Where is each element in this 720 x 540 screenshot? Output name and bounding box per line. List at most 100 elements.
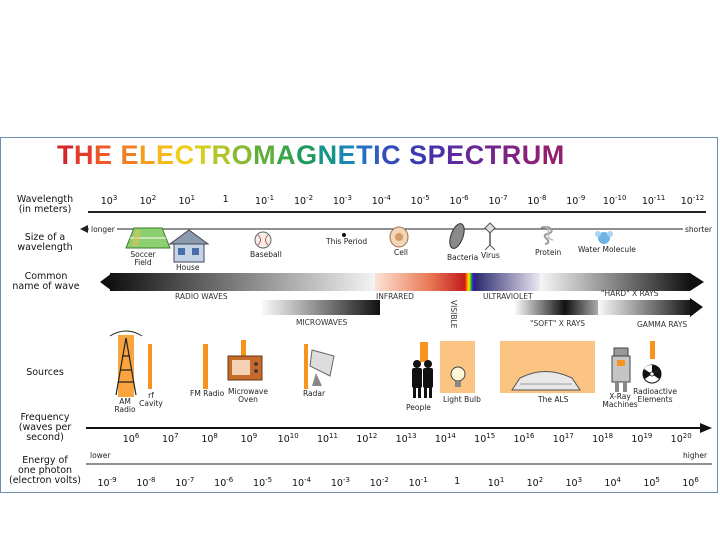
xray-machine-icon [611,347,631,392]
period-dot-icon [342,233,346,237]
energy-tick-label: 105 [643,476,660,490]
wavelength-tick-label: 10-1 [255,194,275,208]
radioactive-icon [642,341,662,384]
wavelength-tick-label: 10-6 [449,194,469,208]
wavelength-tick-label: 10-12 [680,194,705,208]
wavelength-label-line2: (in meters) [18,204,72,215]
frequency-tick-label: 1019 [631,432,653,446]
size-label-line1: Size of a [24,232,66,243]
frequency-tick-label: 107 [162,432,179,446]
energy-tick-label: 10-7 [175,476,195,490]
wavelength-row-label: Wavelength (in meters) [10,195,80,215]
title-letter: O [231,140,254,170]
wavelength-tick-label: 10-11 [641,194,666,208]
size-label-line2: wavelength [17,242,73,253]
light-bulb-label: Light Bulb [443,395,481,404]
microwave-oven-label: Microwave Oven [228,387,268,404]
protein-label: Protein [535,248,562,257]
gamma-band [598,300,693,315]
energy-label-line2: one photon [17,465,73,476]
energy-label-line3: (electron volts) [9,475,81,486]
energy-arrow [86,463,712,465]
energy-tick-label: 106 [682,476,699,490]
water-molecule-label: Water Molecule [578,245,636,254]
radio-band [110,273,375,291]
energy-tick-label: 104 [604,476,621,490]
common-label-line2: name of wave [12,281,80,292]
energy-tick-label: 10-8 [136,476,156,490]
frequency-label-line2: (waves per [18,422,72,433]
energy-tick-label: 1 [454,476,461,487]
people-label: People [406,403,431,412]
baseball-label: Baseball [250,250,282,259]
spectrum-arrow-head [690,273,704,291]
soccer-field-label: Soccer Field [130,250,156,267]
virus-icon [484,222,496,251]
higher-label: higher [683,451,708,460]
energy-label-line1: Energy of [22,455,68,466]
frequency-tick-label: 108 [201,432,218,446]
energy-tick-label: 10-2 [369,476,389,490]
house-icon [168,229,210,263]
title-letter: E [156,140,175,170]
house-label: House [176,263,200,272]
common-name-row-label: Common name of wave [6,272,86,292]
people-icon [412,342,433,398]
title-letter: C [381,140,402,170]
title-letter: E [94,140,113,170]
xray-machines-label: X-Ray Machines [602,392,638,409]
ultraviolet-band [475,273,540,291]
frequency-label-line1: Frequency [20,412,70,423]
frequency-tick-label: 1014 [434,432,456,446]
wavelength-tick-label: 1 [222,194,229,205]
frequency-tick-label: 1020 [670,432,692,446]
radar-label: Radar [303,389,326,398]
title-letter: E [120,140,140,170]
fm-radio-bar-icon [203,344,208,389]
title-letter: P [427,140,447,170]
am-radio-label: AM Radio [114,397,136,414]
gamma-rays-label: GAMMA RAYS [637,320,688,329]
title-letter: M [541,140,565,170]
sources-row-label: Sources [10,368,80,378]
shorter-label: shorter [683,225,714,234]
als-icon [500,341,595,393]
frequency-tick-label: 109 [240,432,258,446]
frequency-tick-label: 1011 [316,432,339,446]
als-label: The ALS [538,395,569,404]
title-letter: T [57,140,74,170]
radio-waves-label: RADIO WAVES [175,292,228,301]
frequency-tick-label: 1016 [513,432,535,446]
frequency-label-line3: second) [26,432,64,443]
frequency-tick-label: 1013 [395,432,417,446]
size-row-label: Size of a wavelength [10,233,80,253]
wavelength-tick-label: 10-3 [332,194,352,208]
ultraviolet-label: ULTRAVIOLET [483,292,533,301]
title-letter: U [521,140,542,170]
wavelength-tick-label: 10-4 [371,194,391,208]
wavelength-tick-label: 10-9 [566,194,586,208]
title-letter: T [194,140,212,170]
frequency-row-label: Frequency (waves per second) [10,413,80,443]
title-letter: G [296,140,318,170]
title-letter: T [356,140,374,170]
frequency-tick-label: 1018 [592,432,614,446]
title-letter: A [276,140,297,170]
title-letter: E [337,140,357,170]
frequency-tick-label: 1017 [552,432,574,446]
energy-tick-label: 101 [487,476,505,490]
am-radio-tower-icon [109,330,143,397]
energy-tick-label: 10-1 [408,476,428,490]
title-letter: S [409,140,428,170]
bacteria-icon [449,223,465,249]
title-letter: E [446,140,465,170]
baseball-icon [254,231,272,249]
microwave-band [262,300,380,315]
bacteria-label: Bacteria [447,253,479,262]
light-bulb-icon [440,341,475,393]
energy-tick-label: 10-4 [291,476,312,490]
title-letter: N [317,140,338,170]
title-letter: L [139,140,157,170]
energy-tick-label: 102 [526,476,544,490]
energy-tick-label: 10-5 [253,476,273,490]
